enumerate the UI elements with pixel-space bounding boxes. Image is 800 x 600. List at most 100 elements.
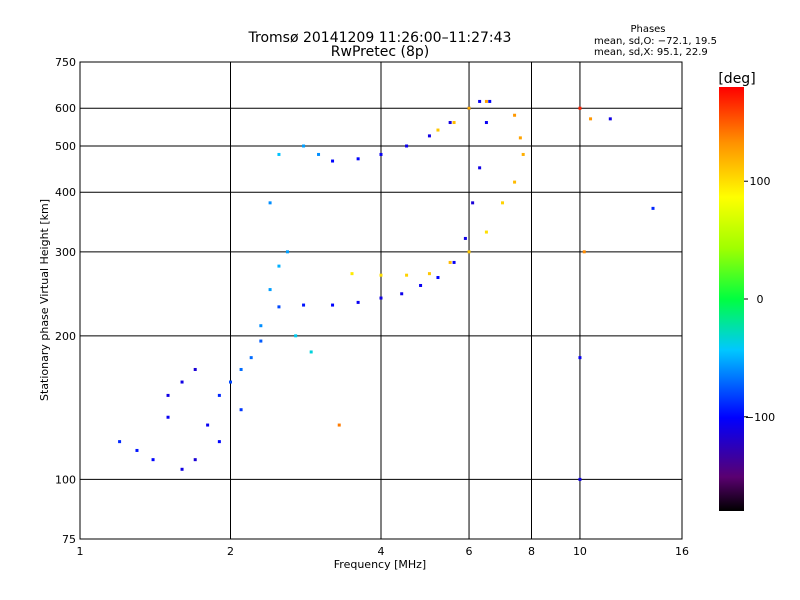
data-point	[518, 136, 522, 140]
stats-line-x: mean, sd,X: 95.1, 22.9	[594, 47, 708, 58]
data-point	[484, 121, 488, 125]
data-point	[180, 467, 184, 471]
data-point	[151, 458, 155, 462]
y-tick-label: 75	[62, 533, 76, 546]
data-point	[239, 408, 243, 412]
x-tick-label: 2	[227, 545, 234, 558]
data-point	[471, 201, 475, 205]
data-point	[405, 144, 409, 148]
data-point	[400, 292, 404, 296]
data-point	[484, 230, 488, 234]
x-tick-label: 10	[573, 545, 587, 558]
data-point	[356, 157, 360, 161]
data-point	[268, 201, 272, 205]
stats-heading: Phases	[630, 24, 665, 35]
data-point	[277, 152, 281, 156]
data-point	[651, 206, 655, 210]
y-axis-label: Stationary phase Virtual Height [km]	[38, 199, 51, 401]
data-point	[379, 273, 383, 277]
data-point	[217, 393, 221, 397]
data-point	[484, 99, 488, 103]
data-point	[448, 121, 452, 125]
data-point	[452, 260, 456, 264]
colorbar: [deg] 100 0 −100	[718, 71, 775, 511]
colorbar-tick-label: 100	[750, 175, 771, 188]
y-tick-label: 300	[55, 246, 76, 259]
data-point	[259, 339, 263, 343]
data-point	[356, 300, 360, 304]
data-point	[302, 144, 306, 148]
data-point	[331, 303, 335, 307]
data-point	[229, 380, 232, 384]
data-point	[268, 288, 272, 292]
data-point	[436, 276, 440, 280]
y-axis-ticks: 75 100 200 300 400 500 600 750	[55, 56, 76, 546]
data-point	[608, 117, 612, 121]
data-point	[501, 201, 505, 205]
data-point	[452, 121, 456, 125]
data-point	[589, 117, 593, 121]
data-point	[350, 272, 354, 276]
data-point	[277, 264, 281, 268]
x-tick-label: 8	[528, 545, 535, 558]
colorbar-tick-label: 0	[757, 293, 764, 306]
data-point	[277, 305, 281, 309]
data-points	[118, 99, 655, 481]
data-point	[193, 367, 197, 371]
data-point	[317, 152, 321, 156]
data-point	[521, 152, 525, 156]
x-axis-label: Frequency [MHz]	[334, 558, 426, 571]
data-point	[467, 250, 471, 254]
data-point	[166, 393, 170, 397]
data-point	[578, 106, 582, 110]
data-point	[309, 350, 313, 354]
data-point	[463, 236, 467, 240]
y-tick-label: 750	[55, 56, 76, 69]
y-tick-label: 200	[55, 330, 76, 343]
x-axis-ticks: 1 2 4 6 8 10 16	[77, 545, 690, 558]
x-tick-label: 1	[77, 545, 84, 558]
data-point	[166, 415, 170, 419]
plot-area: 1 2 4 6 8 10 16 75 100 200 300 400 500 600 750	[55, 56, 689, 558]
data-point	[478, 99, 482, 103]
colorbar-gradient	[719, 87, 744, 511]
y-tick-label: 500	[55, 140, 76, 153]
data-point	[379, 296, 383, 300]
data-point	[285, 250, 289, 254]
data-point	[217, 440, 221, 444]
stats-line-o: mean, sd,O: −72.1, 19.5	[594, 36, 717, 47]
x-tick-label: 4	[378, 545, 385, 558]
colorbar-label: [deg]	[718, 71, 755, 87]
data-point	[302, 303, 306, 307]
colorbar-tick-label: −100	[745, 411, 775, 424]
data-point	[249, 356, 253, 360]
data-point	[135, 448, 139, 452]
data-point	[488, 99, 492, 103]
data-point	[419, 283, 423, 287]
data-point	[239, 367, 243, 371]
data-point	[478, 166, 482, 170]
data-point	[513, 113, 517, 117]
data-point	[337, 423, 341, 427]
y-tick-label: 100	[55, 473, 76, 486]
data-point	[578, 356, 582, 360]
data-point	[448, 260, 452, 264]
data-point	[436, 128, 440, 132]
data-point	[118, 440, 122, 444]
x-tick-label: 16	[675, 545, 689, 558]
data-point	[294, 334, 298, 338]
data-point	[206, 423, 210, 427]
chart-title: Tromsø 20141209 11:26:00–11:27:43	[248, 30, 512, 46]
data-point	[379, 152, 383, 156]
data-point	[259, 324, 263, 328]
y-tick-label: 400	[55, 186, 76, 199]
data-point	[582, 250, 586, 254]
x-tick-label: 6	[466, 545, 473, 558]
data-point	[467, 106, 471, 110]
gridlines	[80, 62, 682, 539]
data-point	[427, 134, 431, 138]
data-point	[405, 273, 409, 277]
data-point	[193, 458, 197, 462]
data-point	[427, 272, 431, 276]
